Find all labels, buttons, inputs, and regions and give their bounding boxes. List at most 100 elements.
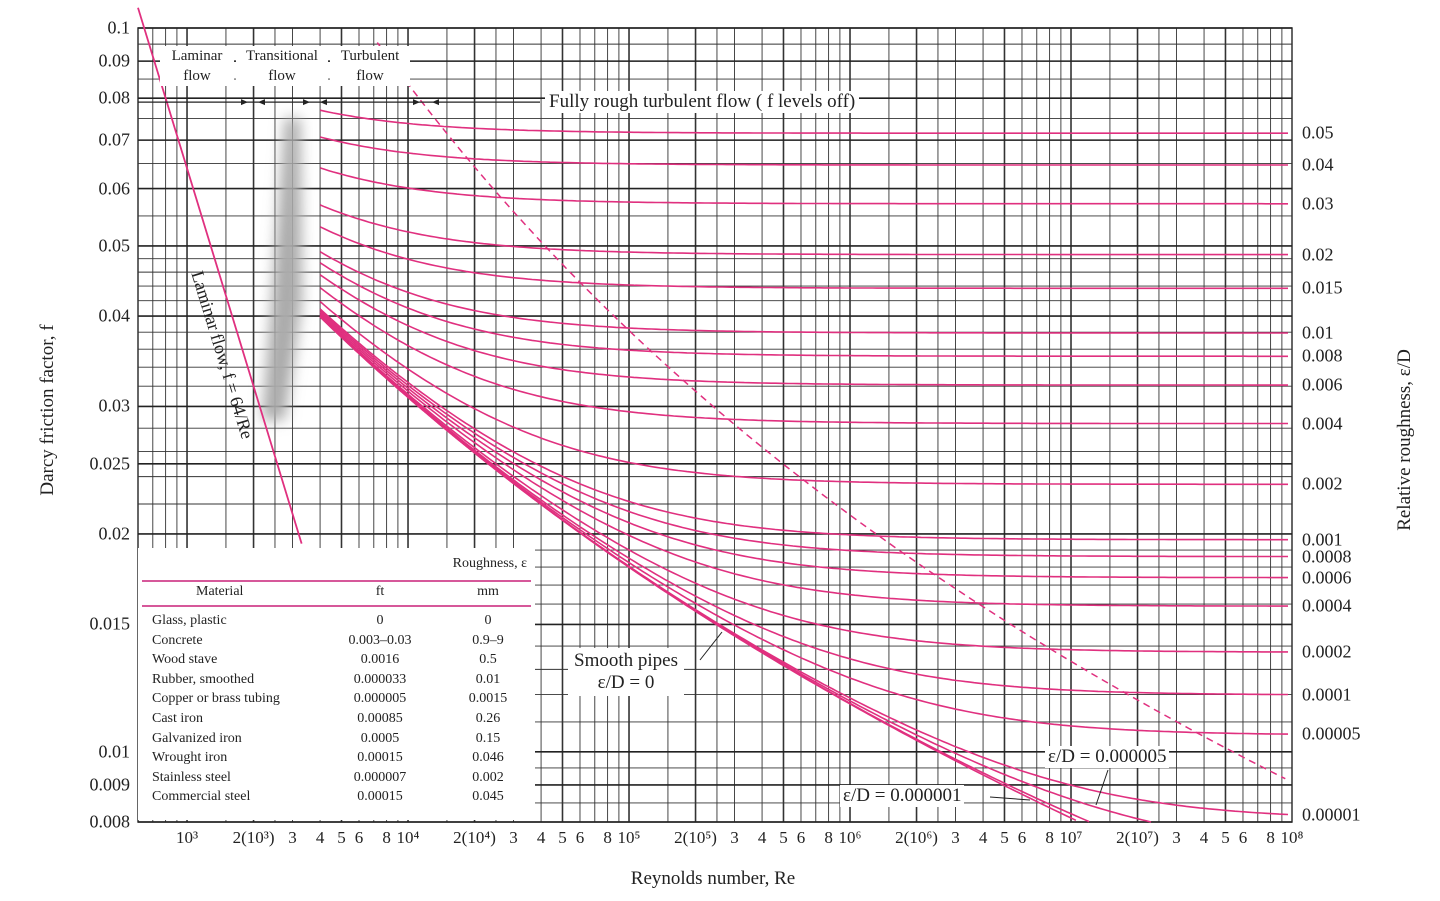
curve-ed-0.0006 [319, 311, 1288, 579]
x-axis-title: Reynolds number, Re [630, 868, 796, 889]
x-tick-label: 6 [354, 828, 364, 847]
y-axis-title: Darcy friction factor, f [37, 324, 58, 496]
table-row: Galvanized iron 0.0005 0.15 [138, 731, 535, 751]
table-rule [142, 605, 531, 607]
x-tick-label: 8 [382, 828, 391, 847]
y-tick-label: 0.08 [98, 87, 131, 108]
curve-ed-0.015 [319, 226, 1288, 290]
x-tick-label: 3 [730, 828, 739, 847]
table-cell: 0.00015 [357, 789, 403, 805]
right-tick-label: 0.008 [1302, 345, 1343, 366]
table-cell: 0.0005 [360, 730, 400, 746]
x-tick-label: 8 [1266, 828, 1275, 847]
table-cell: 0.15 [475, 730, 501, 746]
y-tick-label: 0.01 [98, 741, 131, 762]
x-tick-label: 5 [1000, 828, 1009, 847]
y-tick-label: 0.015 [89, 613, 131, 634]
smooth-pipes-label: Smooth pipes ε/D = 0 [568, 648, 684, 696]
col-ft: ft [375, 584, 385, 599]
curve-ed-0 [319, 316, 1077, 822]
table-cell: 0.003–0.03 [348, 632, 412, 648]
arrow-head [320, 99, 327, 106]
roughness-curves [137, 7, 1289, 823]
smooth-pipes-leader [699, 631, 723, 661]
curve-ed-0.00005 [319, 315, 1288, 735]
right-tick-label: 0.05 [1302, 122, 1334, 143]
right-tick-label: 0.0002 [1302, 641, 1352, 662]
x-tick-label: 3 [1172, 828, 1181, 847]
table-row: Copper or brass tubing 0.000005 0.0015 [138, 691, 535, 711]
right-tick-label: 0.0006 [1302, 567, 1352, 588]
x-tick-label: 6 [1238, 828, 1248, 847]
x-tick-label: 10⁷ [1059, 828, 1083, 847]
curve-ed-0.006 [319, 274, 1288, 386]
x-tick-label: 6 [575, 828, 585, 847]
table-cell: Concrete [152, 632, 203, 648]
arrow-head [303, 99, 310, 106]
x-tick-label: 10⁶ [838, 828, 862, 847]
x-tick-label: 6 [796, 828, 806, 847]
smooth-pipes-text: Smooth pipes [574, 650, 678, 671]
table-cell: 0.046 [472, 750, 504, 766]
x-tick-label: 4 [1199, 828, 1209, 847]
x-tick-label: 3 [951, 828, 960, 847]
smooth-pipes-ed: ε/D = 0 [597, 672, 655, 693]
table-cell: Wrought iron [152, 750, 228, 766]
x-tick-label: 2(10⁶) [895, 828, 938, 847]
right-axis-title: Relative roughness, ε/D [1394, 349, 1415, 531]
table-cell: 0.00015 [357, 750, 403, 766]
curve-ed-0.0001 [319, 315, 1288, 696]
table-cell: 0.00085 [357, 711, 403, 726]
roughness-header: Roughness, ε [452, 556, 527, 571]
x-tick-label: 6 [1017, 828, 1027, 847]
x-tick-label: 2(10³) [232, 828, 275, 847]
curve-ed-0.03 [319, 167, 1288, 205]
x-tick-label: 8 [824, 828, 833, 847]
transition-region [262, 118, 302, 420]
table-cell: 0.9–9 [472, 632, 504, 648]
col-mm: mm [477, 584, 499, 599]
table-cell: 0.0016 [360, 652, 400, 668]
right-tick-label: 0.015 [1302, 277, 1343, 298]
x-tick-label: 10³ [175, 828, 199, 847]
col-material: Material [196, 584, 244, 599]
table-cell: Cast iron [152, 711, 203, 726]
table-cell: 0.000033 [353, 671, 407, 687]
fully-rough-boundary [376, 42, 1286, 780]
table-cell: Stainless steel [152, 769, 231, 785]
x-tick-label: 2(10⁷) [1116, 828, 1159, 847]
table-cell: Commercial steel [152, 789, 251, 805]
laminar-line [137, 7, 303, 544]
curve-ed-0.0004 [319, 313, 1288, 607]
y-tick-label: 0.07 [98, 129, 131, 150]
right-tick-label: 0.04 [1302, 154, 1334, 175]
table-cell: Wood stave [152, 652, 218, 668]
table-cell: 0 [376, 613, 384, 628]
table-cell: 0 [484, 613, 492, 628]
table-row: Glass, plastic 0 0 [138, 613, 535, 633]
table-cell: 0.5 [479, 652, 497, 668]
right-tick-label: 0.00001 [1302, 804, 1361, 825]
table-cell: 0.01 [475, 671, 501, 687]
arrow-head [413, 99, 420, 106]
curve-ed-0.0002 [319, 314, 1288, 653]
y-tick-label: 0.03 [98, 395, 131, 416]
table-rule [142, 580, 531, 582]
x-tick-label: 2(10⁵) [674, 828, 717, 847]
x-tick-label: 5 [558, 828, 567, 847]
x-tick-label: 8 [1045, 828, 1054, 847]
right-tick-label: 0.0001 [1302, 684, 1352, 705]
table-row: Stainless steel 0.000007 0.002 [138, 770, 535, 790]
right-tick-label: 0.001 [1302, 529, 1343, 550]
ed-1e-6-leader [989, 796, 1031, 801]
table-cell: Rubber, smoothed [152, 671, 255, 687]
arrow-head [432, 99, 439, 106]
curve-ed-0.04 [319, 136, 1288, 166]
x-tick-label: 3 [288, 828, 297, 847]
x-tick-label: 5 [1221, 828, 1230, 847]
x-tick-label: 5 [337, 828, 346, 847]
right-tick-label: 0.03 [1302, 193, 1334, 214]
curve-ed-0.008 [319, 262, 1288, 358]
table-row: Cast iron 0.00085 0.26 [138, 711, 535, 731]
y-tick-label: 0.06 [98, 178, 131, 199]
